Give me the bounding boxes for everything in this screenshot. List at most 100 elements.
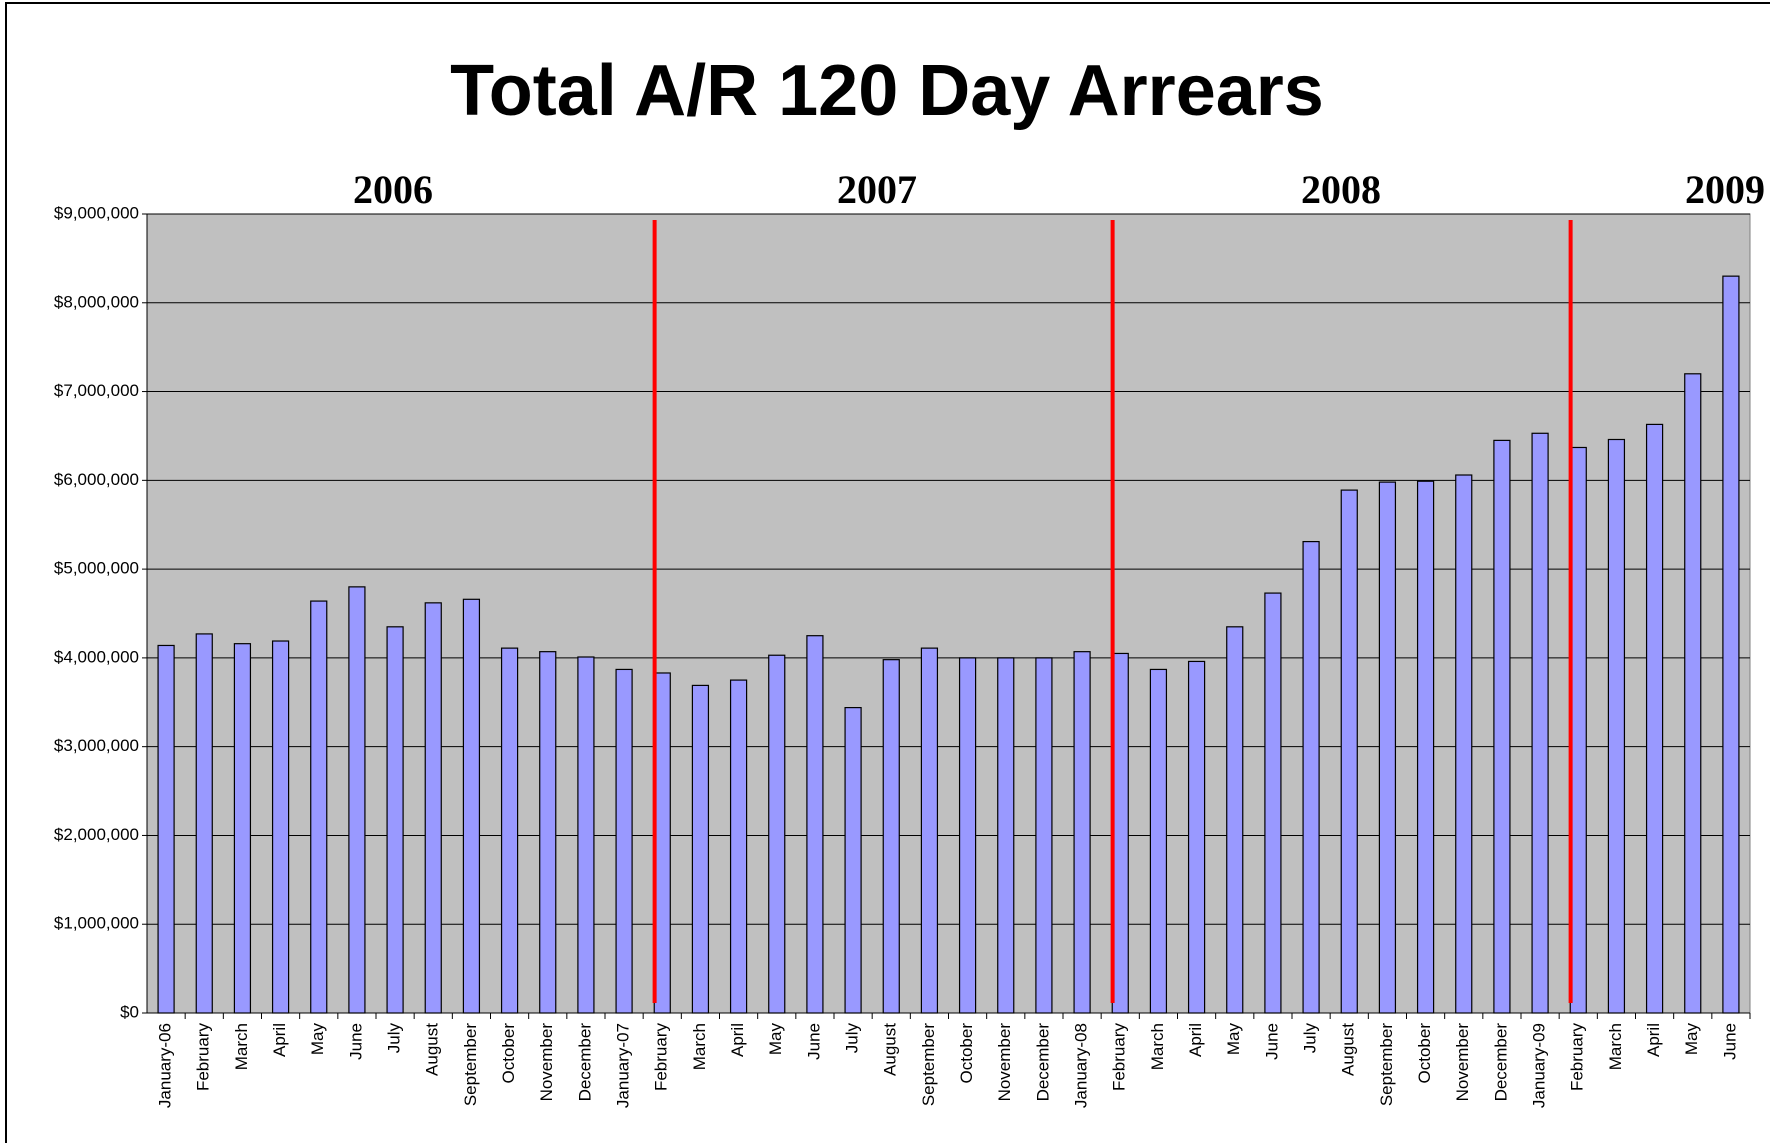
y-tick-label: $3,000,000: [54, 736, 139, 755]
bar: [1226, 626, 1244, 1014]
bar: [882, 659, 900, 1014]
bar: [768, 654, 786, 1014]
bar: [157, 644, 175, 1014]
x-tick-label: December: [575, 1023, 594, 1102]
x-tick-label: November: [995, 1023, 1014, 1102]
bar: [1378, 481, 1397, 1014]
x-tick-label: May: [1682, 1023, 1701, 1056]
y-tick-label: $2,000,000: [54, 825, 139, 844]
x-tick-label: June: [1262, 1023, 1281, 1060]
bar: [233, 643, 252, 1014]
bar: [1111, 652, 1129, 1014]
bar: [1722, 275, 1740, 1014]
y-tick-label: $9,000,000: [54, 203, 139, 222]
bar: [691, 684, 710, 1014]
x-tick-label: July: [385, 1023, 404, 1054]
bar: [958, 657, 977, 1014]
x-tick-label: December: [1033, 1023, 1052, 1102]
bar: [1035, 657, 1053, 1014]
y-tick-label: $7,000,000: [54, 381, 139, 400]
year-label: 2007: [837, 167, 917, 212]
x-tick-label: October: [1415, 1023, 1434, 1084]
x-tick-label: April: [1186, 1023, 1205, 1057]
x-tick-label: July: [843, 1023, 862, 1054]
x-tick-label: August: [881, 1023, 900, 1076]
x-tick-label: June: [346, 1023, 365, 1060]
bar: [386, 626, 404, 1014]
bar: [1149, 668, 1168, 1014]
x-tick-label: August: [1339, 1023, 1358, 1076]
chart-title: Total A/R 120 Day Arrears: [450, 51, 1324, 131]
bar: [1645, 423, 1664, 1014]
x-tick-label: January-08: [1072, 1023, 1091, 1108]
x-tick-label: March: [1148, 1023, 1167, 1070]
bar: [1607, 438, 1626, 1014]
bar: [1455, 474, 1473, 1014]
x-tick-label: June: [804, 1023, 823, 1060]
bar: [195, 633, 213, 1014]
x-tick-label: April: [270, 1023, 289, 1057]
x-tick-label: February: [194, 1023, 213, 1092]
bar: [844, 707, 862, 1014]
bar: [577, 656, 595, 1014]
y-tick-label: $5,000,000: [54, 559, 139, 578]
plot-area: [146, 213, 1751, 1014]
bar: [348, 586, 366, 1014]
bar: [997, 657, 1015, 1014]
x-tick-label: November: [537, 1023, 556, 1102]
bar: [310, 600, 328, 1014]
x-tick-label: January-07: [614, 1023, 633, 1108]
x-tick-label: August: [423, 1023, 442, 1076]
x-tick-label: October: [499, 1023, 518, 1084]
x-tick-label: January-09: [1530, 1023, 1549, 1108]
bar: [653, 672, 671, 1014]
y-tick-label: $8,000,000: [54, 292, 139, 311]
x-tick-label: October: [957, 1023, 976, 1084]
x-tick-label: September: [1377, 1023, 1396, 1106]
x-tick-label: December: [1491, 1023, 1510, 1102]
bar: [1264, 592, 1282, 1014]
bar: [1416, 480, 1435, 1014]
bar: [920, 647, 939, 1014]
x-tick-label: September: [461, 1023, 480, 1106]
bar: [1302, 540, 1320, 1014]
bar: [1569, 446, 1587, 1014]
x-tick-label: May: [766, 1023, 785, 1056]
x-tick-label: February: [1110, 1023, 1129, 1092]
x-tick-label: July: [1301, 1023, 1320, 1054]
y-tick-label: $0: [120, 1002, 139, 1021]
bar: [1684, 373, 1702, 1014]
bar: [500, 647, 519, 1014]
bar: [424, 602, 442, 1014]
bar: [462, 598, 481, 1014]
bar: [1531, 432, 1549, 1014]
x-tick-label: February: [652, 1023, 671, 1092]
year-label: 2008: [1301, 167, 1381, 212]
x-tick-label: June: [1720, 1023, 1739, 1060]
bar: [1340, 489, 1358, 1014]
x-tick-label: February: [1568, 1023, 1587, 1092]
y-tick-label: $4,000,000: [54, 647, 139, 666]
x-tick-label: March: [1606, 1023, 1625, 1070]
x-tick-label: May: [1224, 1023, 1243, 1056]
bar: [806, 635, 824, 1014]
y-tick-label: $6,000,000: [54, 470, 139, 489]
year-label: 2006: [353, 167, 433, 212]
bar: [271, 640, 290, 1014]
bar: [539, 651, 557, 1014]
x-tick-label: May: [308, 1023, 327, 1056]
x-tick-label: April: [728, 1023, 747, 1057]
bar: [1493, 439, 1511, 1014]
bar: [1187, 660, 1206, 1014]
bar: [1073, 651, 1091, 1014]
x-tick-label: November: [1453, 1023, 1472, 1102]
x-tick-label: March: [690, 1023, 709, 1070]
y-tick-label: $1,000,000: [54, 914, 139, 933]
bar: [615, 668, 633, 1014]
x-tick-label: March: [232, 1023, 251, 1070]
x-tick-label: January-06: [156, 1023, 175, 1108]
year-label: 2009: [1685, 167, 1765, 212]
x-tick-label: September: [919, 1023, 938, 1106]
bar: [729, 679, 748, 1014]
